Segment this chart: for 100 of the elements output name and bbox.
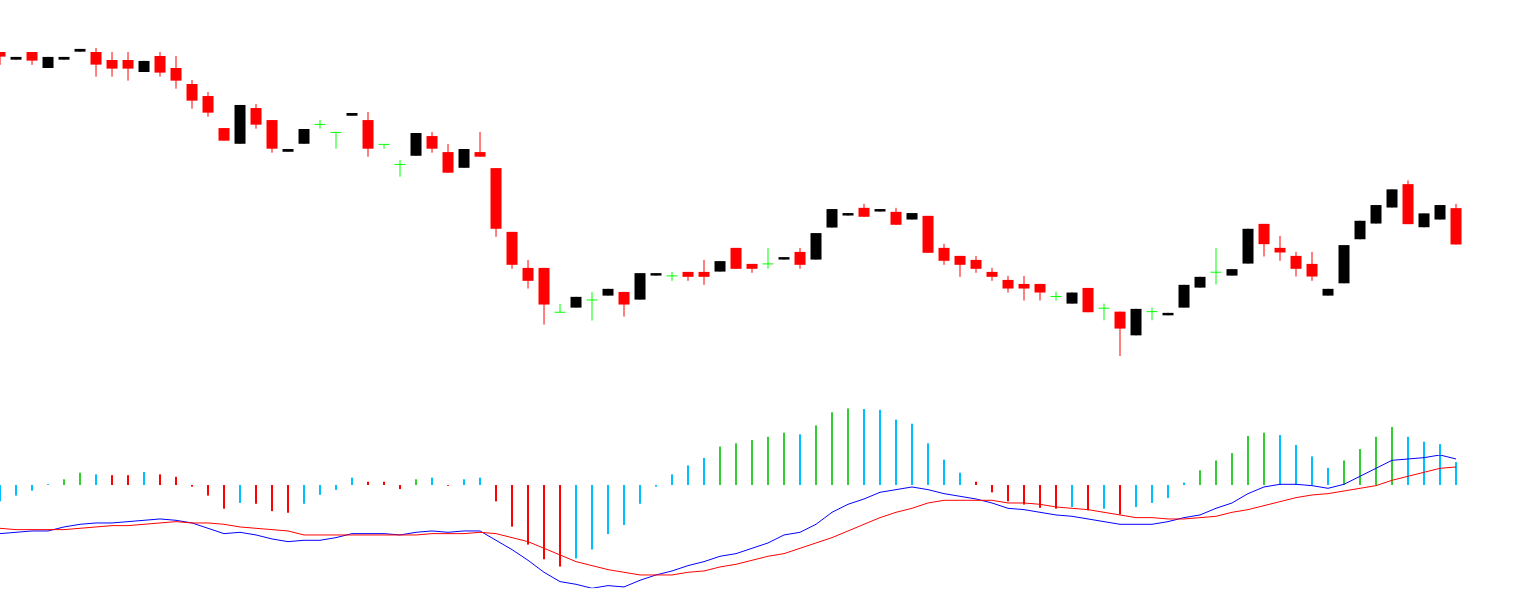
bar	[79, 472, 82, 485]
bar	[127, 475, 130, 485]
bar	[111, 475, 114, 485]
candlestick	[938, 243, 950, 266]
bar	[143, 471, 146, 485]
candlestick	[250, 103, 262, 130]
bar	[175, 476, 178, 485]
bar	[335, 484, 338, 490]
bar	[639, 484, 642, 504]
candlestick	[1018, 275, 1030, 302]
bar	[31, 484, 34, 491]
bar	[1151, 484, 1154, 503]
candlestick	[698, 259, 710, 286]
bar	[463, 479, 466, 485]
bar	[319, 484, 322, 495]
bar	[879, 409, 882, 485]
bar	[959, 472, 962, 485]
bar	[287, 484, 290, 513]
bar	[1055, 484, 1058, 509]
candlestick	[618, 291, 630, 318]
candlestick	[90, 47, 102, 78]
bar	[1039, 484, 1042, 508]
candlestick	[1210, 247, 1223, 286]
bar	[783, 432, 786, 485]
bar	[943, 459, 946, 485]
bar	[303, 484, 306, 504]
candlestick	[970, 255, 982, 274]
candlestick	[522, 259, 534, 290]
candlestick	[762, 247, 775, 270]
candlestick	[1034, 283, 1046, 302]
bar	[351, 477, 354, 485]
bar	[527, 484, 530, 545]
candlestick	[586, 291, 599, 322]
bar	[1423, 441, 1426, 485]
candlestick	[474, 131, 486, 158]
candlestick	[554, 303, 567, 313]
bar	[927, 443, 930, 485]
bar	[1327, 467, 1330, 485]
bar	[735, 443, 738, 485]
bar	[895, 419, 898, 485]
candlestick	[986, 267, 998, 282]
candlestick	[426, 131, 438, 154]
candlestick	[202, 91, 214, 118]
bar	[1263, 432, 1266, 485]
bar	[1359, 449, 1362, 485]
candlestick	[154, 51, 166, 78]
bar	[239, 484, 242, 503]
candlestick	[378, 143, 391, 150]
candlestick	[1002, 275, 1014, 294]
candlestick	[458, 148, 470, 169]
bar	[1343, 460, 1346, 485]
bar	[1199, 470, 1202, 485]
bar	[511, 484, 514, 527]
bar	[543, 484, 546, 560]
bar	[1231, 453, 1234, 485]
candlestick	[186, 79, 198, 110]
bar	[831, 412, 834, 485]
candlestick	[314, 119, 327, 130]
bar	[1407, 436, 1410, 485]
bar	[495, 484, 498, 502]
bar	[623, 484, 626, 526]
bar	[1023, 484, 1026, 505]
bar	[15, 484, 18, 496]
bar	[399, 484, 402, 490]
candlestick	[1306, 251, 1318, 282]
candlestick	[170, 55, 182, 90]
candlestick	[106, 51, 118, 78]
candlestick	[122, 51, 134, 82]
bar	[1439, 444, 1442, 485]
candlestick	[442, 143, 454, 174]
bar	[0, 484, 2, 502]
bar	[815, 425, 818, 485]
bar	[271, 484, 274, 512]
bar	[1087, 484, 1090, 511]
bar	[607, 484, 610, 534]
bar	[1455, 462, 1458, 485]
candlestick	[666, 271, 679, 282]
candlestick	[826, 208, 838, 229]
candlestick	[330, 131, 343, 150]
bar	[1103, 484, 1106, 509]
bar	[911, 423, 914, 485]
bar	[1007, 484, 1010, 502]
bar	[415, 479, 418, 485]
bar	[799, 434, 802, 485]
bar	[95, 474, 98, 485]
candlestick	[1146, 307, 1159, 321]
bar	[671, 474, 674, 485]
bar	[1071, 484, 1074, 508]
candlestick	[1098, 303, 1111, 321]
bar	[431, 477, 434, 485]
bar	[991, 484, 994, 493]
bar	[1375, 436, 1378, 485]
bar	[255, 484, 258, 504]
bar	[1311, 456, 1314, 485]
bar	[1119, 484, 1122, 515]
bar	[591, 484, 594, 550]
candlestick	[394, 159, 407, 178]
bar	[863, 409, 866, 485]
candlestick	[1370, 204, 1382, 225]
candlestick	[1050, 291, 1063, 302]
